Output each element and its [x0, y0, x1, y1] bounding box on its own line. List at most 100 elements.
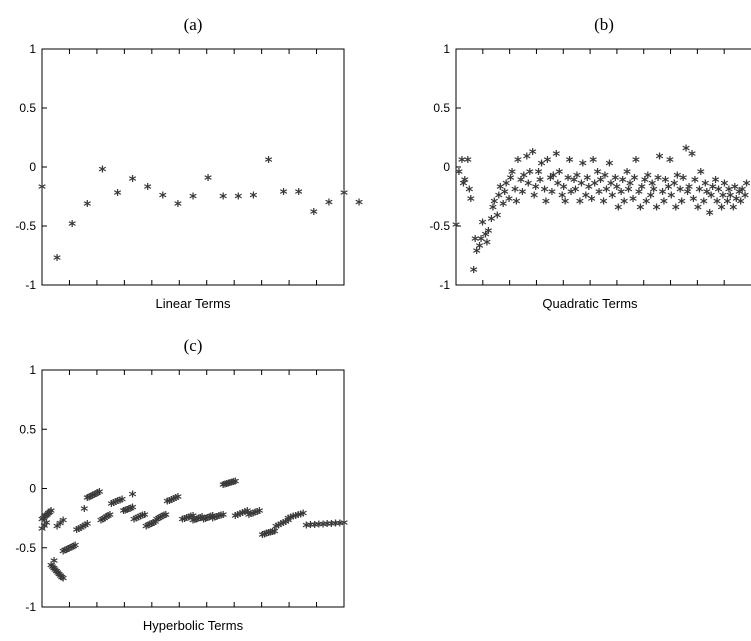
panel-title: (a) [184, 15, 203, 34]
data-point: * [263, 527, 271, 545]
data-point: * [685, 180, 693, 198]
data-point: * [625, 183, 633, 201]
data-point: * [577, 177, 585, 195]
data-point: * [211, 511, 219, 529]
data-point: * [77, 521, 85, 539]
data-point: * [253, 505, 261, 523]
data-point: * [535, 165, 543, 183]
data-point: * [660, 194, 668, 212]
data-point: * [673, 168, 681, 186]
data-point: * [619, 173, 627, 191]
data-point: * [507, 171, 515, 189]
data-point: * [603, 183, 611, 201]
data-point: * [605, 157, 613, 175]
data-point: * [635, 185, 643, 203]
data-point: * [496, 180, 504, 198]
data-point: * [187, 510, 195, 528]
data-point: * [39, 511, 47, 529]
data-point: * [323, 517, 331, 535]
data-point: * [213, 510, 221, 528]
data-point: * [38, 512, 46, 530]
data-point: * [679, 171, 687, 189]
data-point: * [654, 171, 662, 189]
data-point: * [209, 509, 217, 527]
data-point: * [732, 192, 740, 210]
data-point: * [487, 212, 495, 230]
data-point: * [302, 518, 310, 536]
data-point: * [315, 518, 323, 536]
data-point: * [269, 525, 277, 543]
data-point: * [114, 494, 122, 512]
data-point: * [159, 189, 167, 207]
data-point: * [695, 183, 703, 201]
y-tick-label: 0 [29, 482, 36, 496]
data-point: * [151, 515, 159, 533]
data-point: * [90, 488, 98, 506]
x-axis-label: Quadratic Terms [542, 296, 638, 311]
data-point: * [52, 565, 60, 583]
data-point: * [617, 185, 625, 203]
data-point: * [548, 185, 556, 203]
data-point: * [195, 512, 203, 530]
data-point: * [650, 183, 658, 201]
data-point: * [239, 506, 247, 524]
data-point: * [653, 200, 661, 218]
data-point: * [50, 562, 58, 580]
data-point: * [729, 200, 737, 218]
data-point: * [215, 509, 223, 527]
data-point: * [735, 185, 743, 203]
data-point: * [600, 194, 608, 212]
data-point: * [340, 186, 348, 204]
data-point: * [174, 197, 182, 215]
data-point: * [54, 566, 62, 584]
data-point: * [106, 508, 114, 526]
data-point: * [42, 509, 50, 527]
data-point: * [79, 520, 87, 538]
data-point: * [532, 180, 540, 198]
data-point: * [701, 177, 709, 195]
data-point: * [267, 526, 275, 544]
data-point: * [518, 185, 526, 203]
data-point: * [707, 189, 715, 207]
data-point: * [53, 251, 61, 269]
data-point: * [582, 189, 590, 207]
data-point: * [613, 180, 621, 198]
data-point: * [554, 177, 562, 195]
data-point: * [678, 194, 686, 212]
data-point: * [517, 173, 525, 191]
data-point: * [588, 192, 596, 210]
data-point: * [629, 192, 637, 210]
data-point: * [508, 165, 516, 183]
data-point: * [63, 543, 71, 561]
y-tick-label: -1 [25, 600, 36, 614]
data-point: * [155, 512, 163, 530]
data-point: * [271, 524, 279, 542]
data-point: * [549, 168, 557, 186]
data-point: * [594, 165, 602, 183]
data-point: * [656, 150, 664, 168]
data-point: * [259, 528, 267, 546]
data-point: * [101, 511, 109, 529]
data-point: * [181, 512, 189, 530]
data-point: * [690, 192, 698, 210]
y-tick-label: 0.5 [19, 101, 36, 115]
data-point: * [325, 196, 333, 214]
data-point: * [219, 478, 227, 496]
data-point: * [70, 539, 78, 557]
data-point: * [743, 177, 751, 195]
data-point: * [570, 173, 578, 191]
data-point: * [620, 194, 628, 212]
data-point: * [162, 508, 170, 526]
data-point: * [47, 504, 55, 522]
data-point: * [725, 183, 733, 201]
data-point: * [307, 518, 315, 536]
data-point: * [452, 218, 460, 236]
data-point: * [299, 507, 307, 525]
data-point: * [141, 508, 149, 526]
data-point: * [166, 494, 174, 512]
data-point: * [89, 489, 97, 507]
data-point: * [123, 503, 131, 521]
data-point: * [489, 200, 497, 218]
data-point: * [81, 518, 89, 536]
